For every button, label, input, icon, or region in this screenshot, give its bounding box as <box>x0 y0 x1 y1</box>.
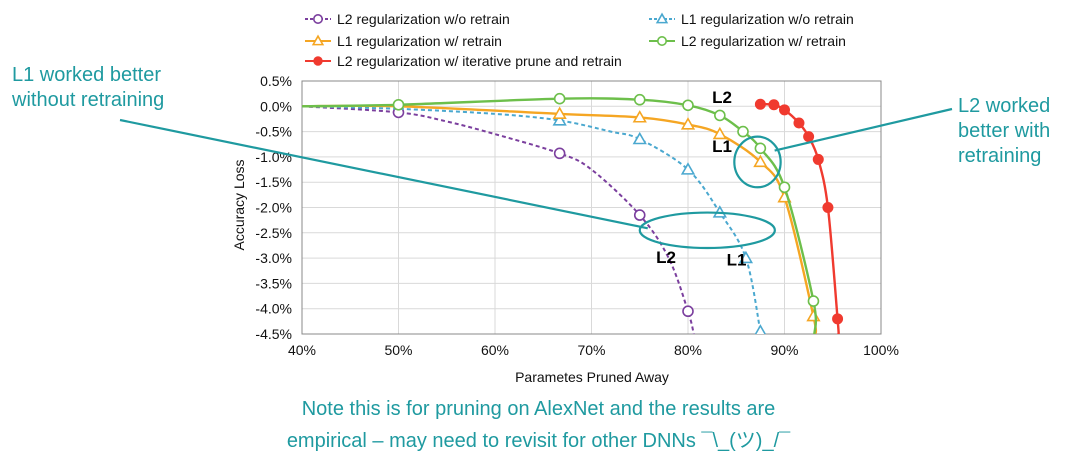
footnote-line-1: Note this is for pruning on AlexNet and … <box>301 398 776 420</box>
annotation-right: L2 worked better with retraining <box>958 95 1051 167</box>
y-tick-label: -3.0% <box>255 250 292 266</box>
series-marker <box>768 99 780 111</box>
legend-swatch-marker <box>656 35 667 46</box>
y-axis-label: Accuracy Loss <box>231 159 247 250</box>
series-marker <box>682 305 694 318</box>
leader-line-left <box>119 118 648 230</box>
legend-label: L2 regularization w/ iterative prune and… <box>337 53 622 69</box>
x-tick-label: 60% <box>481 342 509 358</box>
legend-entry: L2 regularization w/ retrain <box>649 33 846 49</box>
y-tick-label: -3.5% <box>255 275 292 291</box>
y-tick-label: -2.5% <box>255 225 292 241</box>
highlight-ellipses <box>638 135 782 250</box>
plot-frame <box>301 80 882 335</box>
series-line <box>302 104 818 334</box>
series-marker <box>680 117 696 130</box>
curve-label: L1 <box>712 137 732 156</box>
series-line <box>302 105 695 334</box>
series-marker <box>822 202 834 213</box>
legend-label: L1 regularization w/ retrain <box>337 33 502 49</box>
curve-labels: L2 L1 L2 L1 <box>656 88 746 270</box>
series-2 <box>302 105 767 334</box>
series-marker <box>832 313 844 325</box>
legend-swatch-marker <box>312 14 323 24</box>
legend-label: L2 regularization w/o retrain <box>337 11 510 27</box>
series-marker <box>754 142 767 155</box>
y-tick-label: -1.5% <box>255 174 292 190</box>
legend-entry: L2 regularization w/o retrain <box>305 11 510 27</box>
y-tick-label: -0.5% <box>255 124 292 140</box>
legend-swatch-marker <box>655 12 669 24</box>
legend-label: L2 regularization w/ retrain <box>681 33 846 49</box>
series-marker <box>680 162 696 175</box>
x-tick-label: 50% <box>384 342 412 358</box>
x-axis-ticks: 40% 50% 60% 70% 80% 90% 100% <box>288 342 899 358</box>
plot-border <box>301 80 882 335</box>
curve-label: L2 <box>712 88 732 107</box>
highlight-ellipse <box>638 211 776 250</box>
x-axis-label: Parametes Pruned Away <box>515 369 669 385</box>
series-marker <box>633 93 646 106</box>
legend-entry: L1 regularization w/ retrain <box>305 33 502 49</box>
series-marker <box>392 98 405 111</box>
legend-swatch-marker <box>311 34 325 46</box>
y-tick-label: 0.5% <box>260 73 292 89</box>
y-tick-label: -2.0% <box>255 200 292 216</box>
series-line <box>302 105 762 332</box>
y-tick-label: -4.0% <box>255 301 292 317</box>
y-tick-label: -4.5% <box>255 326 292 342</box>
footnote-line-2: empirical – may need to revisit for othe… <box>286 430 791 452</box>
series-marker <box>714 109 726 122</box>
series-marker <box>737 125 749 138</box>
x-tick-label: 100% <box>863 342 899 358</box>
series-marker <box>553 147 566 160</box>
legend-swatch-marker <box>313 56 323 66</box>
series-marker <box>552 106 567 120</box>
x-tick-label: 90% <box>770 342 798 358</box>
chart-legend: L2 regularization w/o retrain L1 regulari… <box>305 11 854 69</box>
series-marker <box>807 295 820 307</box>
legend-entry: L2 regularization w/ iterative prune and… <box>305 53 622 69</box>
series-marker <box>632 131 647 145</box>
series-marker <box>552 113 567 126</box>
x-tick-label: 40% <box>288 342 316 358</box>
series-marker <box>778 181 791 194</box>
series-marker <box>738 250 754 264</box>
series-marker <box>806 308 821 322</box>
series-marker <box>633 209 646 221</box>
series-marker <box>812 153 824 165</box>
annotation-left: L1 worked better without retraining <box>12 64 165 111</box>
x-tick-label: 70% <box>577 342 605 358</box>
leader-line-right <box>774 107 953 152</box>
curve-label: L2 <box>656 248 676 267</box>
y-axis-ticks: 0.5%0.0%-0.5%-1.0%-1.5%-2.0%-2.5%-3.0%-3… <box>255 73 292 342</box>
series-4 <box>302 92 820 334</box>
series-marker <box>793 117 805 129</box>
y-tick-label: 0.0% <box>260 98 292 114</box>
legend-label: L1 regularization w/o retrain <box>681 11 854 27</box>
x-tick-label: 80% <box>674 342 702 358</box>
series-marker <box>803 131 815 143</box>
series-marker <box>632 110 647 123</box>
series-layer <box>302 92 844 334</box>
series-marker <box>753 154 768 168</box>
series-marker <box>553 92 566 105</box>
annotation-leader-lines <box>119 107 953 230</box>
series-marker <box>779 104 790 116</box>
series-5 <box>754 98 844 334</box>
series-marker <box>712 126 727 140</box>
legend-entry: L1 regularization w/o retrain <box>649 11 854 27</box>
series-marker <box>754 98 766 110</box>
highlight-ellipse <box>733 135 782 189</box>
series-marker <box>754 324 767 334</box>
curve-label: L1 <box>727 251 747 270</box>
series-marker <box>682 99 694 112</box>
series-3 <box>302 104 821 334</box>
